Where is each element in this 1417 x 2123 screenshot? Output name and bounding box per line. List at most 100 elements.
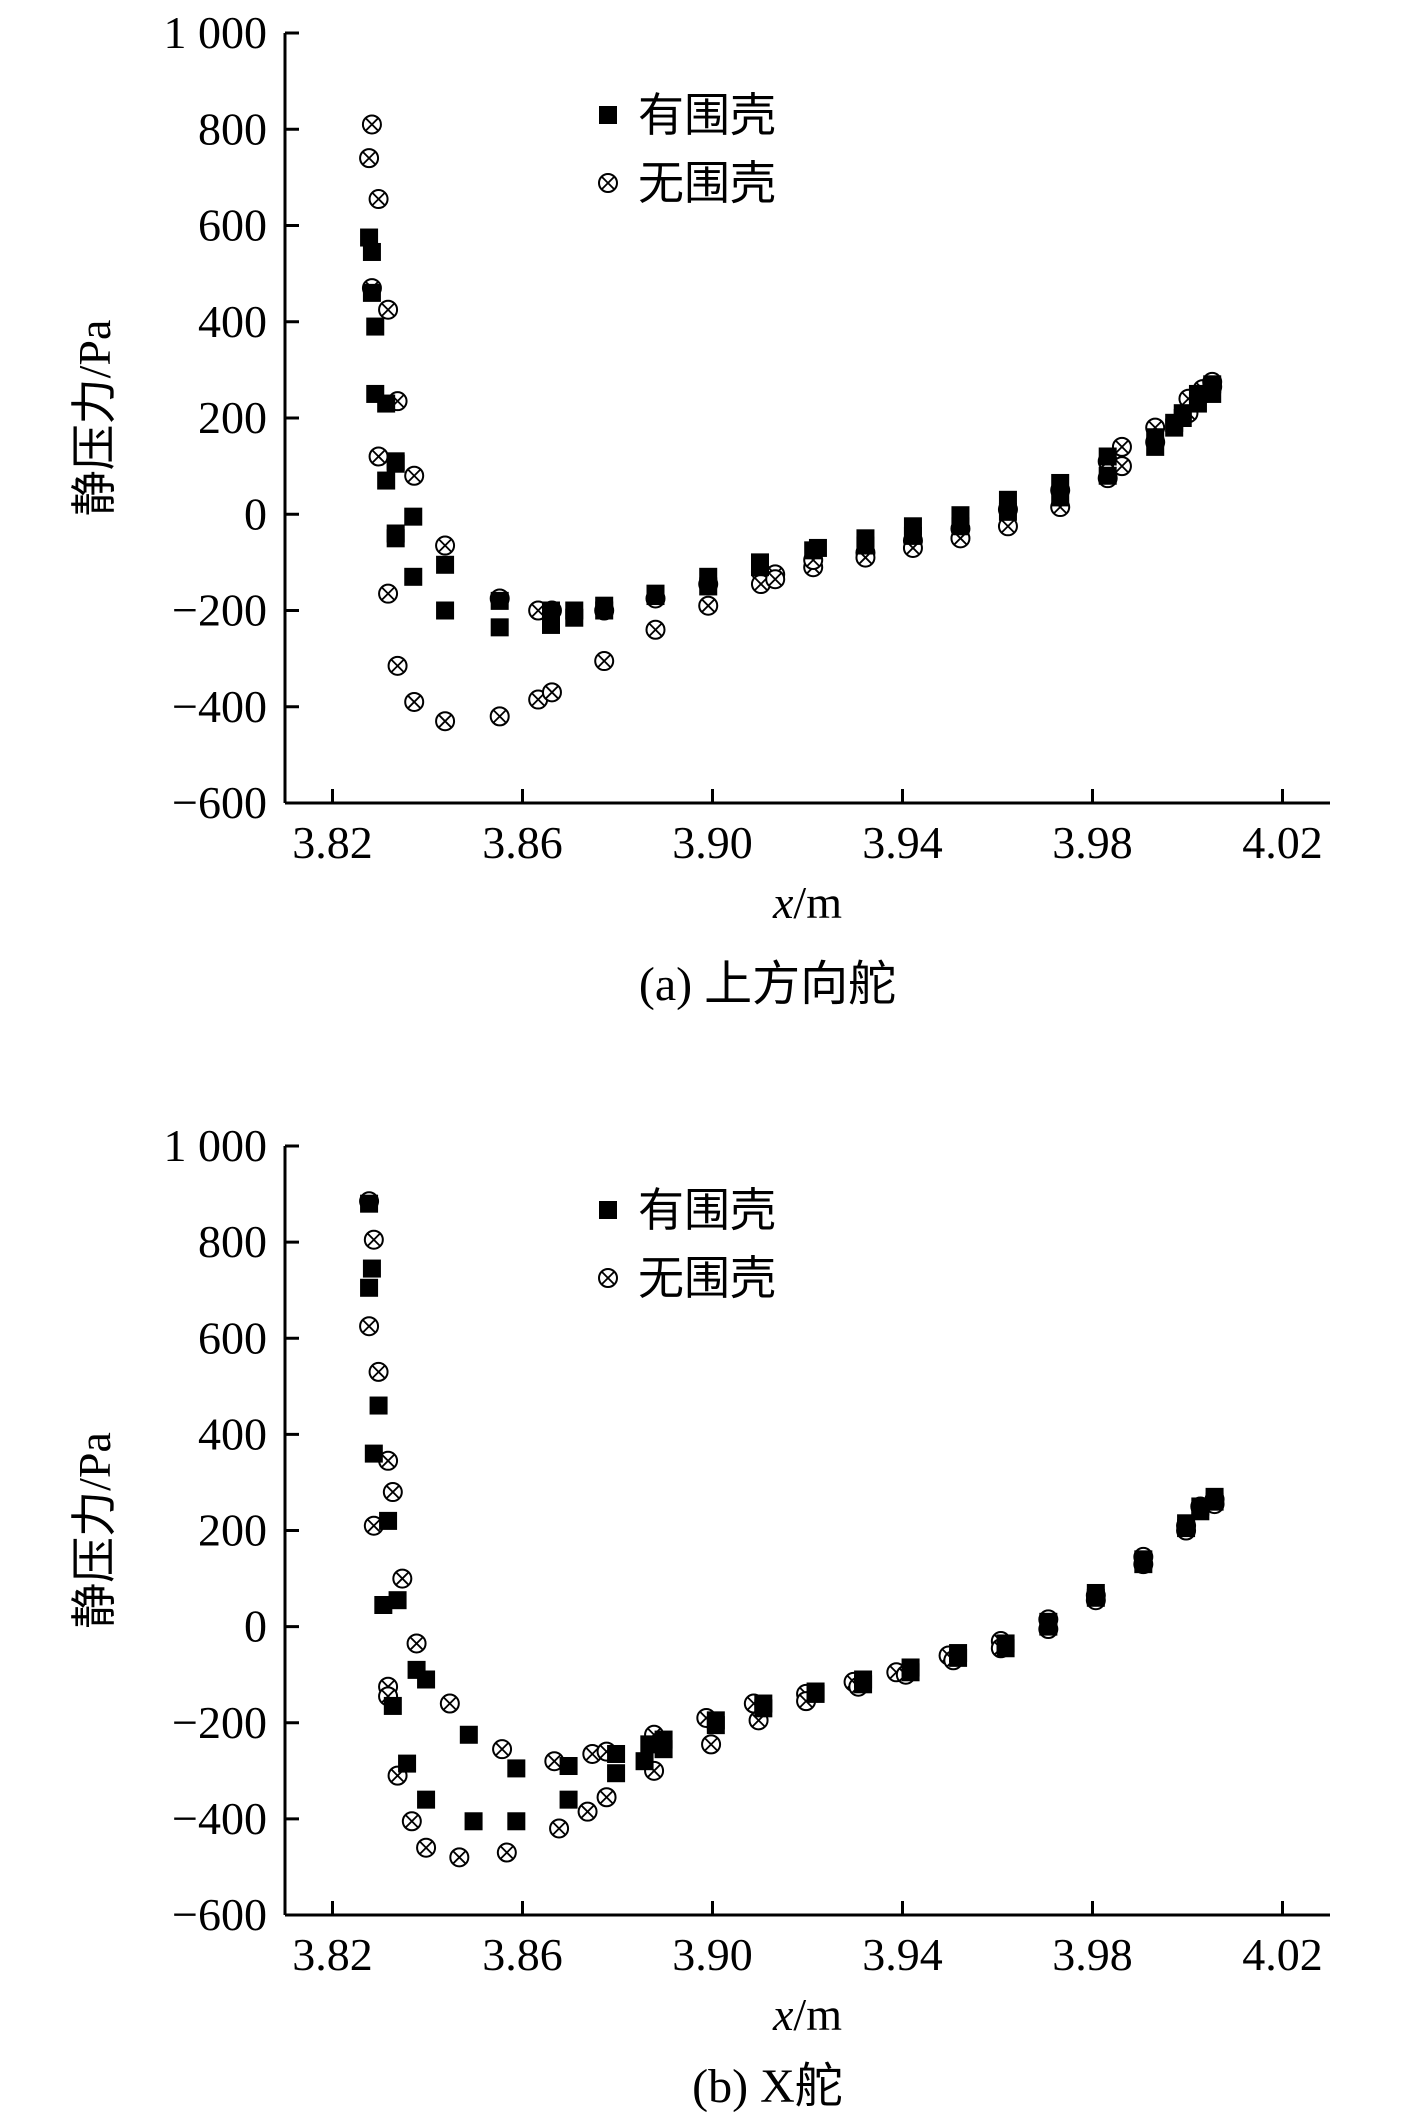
marker-cross [438,714,453,729]
marker-cross [362,151,377,166]
y-tick-label: 400 [198,296,267,347]
x-axis-symbol: x [772,1989,794,2040]
y-tick-label: 1 000 [164,7,268,58]
x-axis-title: x/m [772,1989,842,2040]
chart-a-svg: 1 000 800 600 400 200 0 −200 −400 −600 3.82 3.86 3.… [69,7,1330,1011]
data-point-filled [559,1790,578,1809]
data-point-circle-x [404,465,425,486]
marker-cross [552,1821,567,1836]
x-tick-label: 3.86 [482,817,563,868]
plot-area-a: 1 000 800 600 400 200 0 −200 −400 −600 3.82 3.86 3.… [69,7,1330,1011]
marker-cross [364,117,379,132]
data-point-filled [377,394,396,413]
marker-cross [371,449,386,464]
data-point-filled [1134,1555,1153,1574]
data-point-filled [366,317,385,336]
data-point-filled [1039,1617,1058,1636]
data-point-filled [383,1696,402,1715]
y-tick-label: 400 [198,1408,267,1459]
data-point-filled [436,601,455,620]
data-point-circle-x [449,1847,470,1868]
marker-cross [407,694,422,709]
data-point-circle-x [361,114,382,135]
marker-cross [371,192,386,207]
chart-caption: (a) 上方向舵 [639,958,896,1011]
data-point-filled [542,615,560,634]
y-axis-title: 静压力/Pa [69,320,120,517]
marker-cross [492,709,507,724]
data-point-filled [640,1735,659,1754]
marker-cross [580,1804,595,1819]
data-point-circle-x [439,1693,460,1714]
data-point-filled [360,1278,379,1297]
data-point-filled [459,1725,478,1744]
data-point-filled [362,1259,381,1278]
x-axis-title: x/m [772,877,842,928]
data-point-circle-x [363,1229,384,1250]
y-tick-label: −600 [172,1889,267,1940]
data-point-circle-x [368,446,389,467]
data-point-filled [404,567,423,586]
x-axis-unit: /m [793,1989,842,2040]
data-point-circle-x [359,148,380,169]
data-point-circle-x [1111,456,1132,477]
data-point-filled [364,1444,383,1463]
marker-cross [381,302,396,317]
data-point-filled [436,555,455,574]
x-axis-unit: /m [793,877,842,928]
data-point-circle-x [645,619,666,640]
data-point-filled [362,283,381,302]
marker-cross [404,1814,419,1829]
y-tick-label: 600 [198,1312,267,1363]
data-point-filled [1146,428,1165,447]
marker-cross [544,685,559,700]
data-point-circle-x [489,706,510,727]
legend-label: 无围壳 [638,1251,776,1305]
marker-cross [753,577,768,592]
data-point-filled [856,536,875,555]
data-point-filled [949,1648,968,1667]
data-point-circle-x [368,189,389,210]
x-tick-label: 3.82 [292,817,373,868]
marker-cross [390,658,405,673]
data-point-filled [1051,473,1070,492]
data-point-filled [490,591,509,610]
data-point-filled [706,1716,725,1735]
data-point-filled [417,1790,436,1809]
data-point-filled [754,1699,773,1718]
legend-marker-filled [599,106,617,124]
marker-cross [704,1737,719,1752]
y-tick-label: −400 [172,681,267,732]
y-tick-label: 200 [198,392,267,443]
data-point-circle-x [549,1818,570,1839]
y-tick-label: −400 [172,1793,267,1844]
marker-cross [600,1270,616,1286]
data-point-circle-x [496,1842,517,1863]
data-point-filled [360,1194,379,1213]
marker-cross [1114,459,1129,474]
marker-cross [395,1571,410,1586]
marker-cross [362,1319,377,1334]
data-point-circle-x [435,711,456,732]
marker-cross [597,654,612,669]
data-point-circle-x [701,1734,722,1755]
data-point-filled [369,1396,388,1415]
data-point-filled [699,577,718,596]
data-point-filled [1191,1502,1210,1521]
data-point-filled [507,1759,526,1778]
data-point-circle-x [392,1568,413,1589]
data-point-circle-x [765,569,786,590]
marker-cross [701,598,716,613]
data-point-filled [654,1740,673,1759]
data-point-circle-x [492,1739,513,1760]
data-point-circle-x [594,651,615,672]
y-tick-label: 0 [244,488,267,539]
marker-cross [366,1232,381,1247]
marker-cross [585,1746,600,1761]
data-point-circle-x [698,595,719,616]
data-point-filled [854,1675,873,1694]
data-point-filled [646,587,665,606]
marker-cross [371,1364,386,1379]
y-tick-label: −200 [172,1697,267,1748]
data-point-filled [996,1639,1015,1658]
